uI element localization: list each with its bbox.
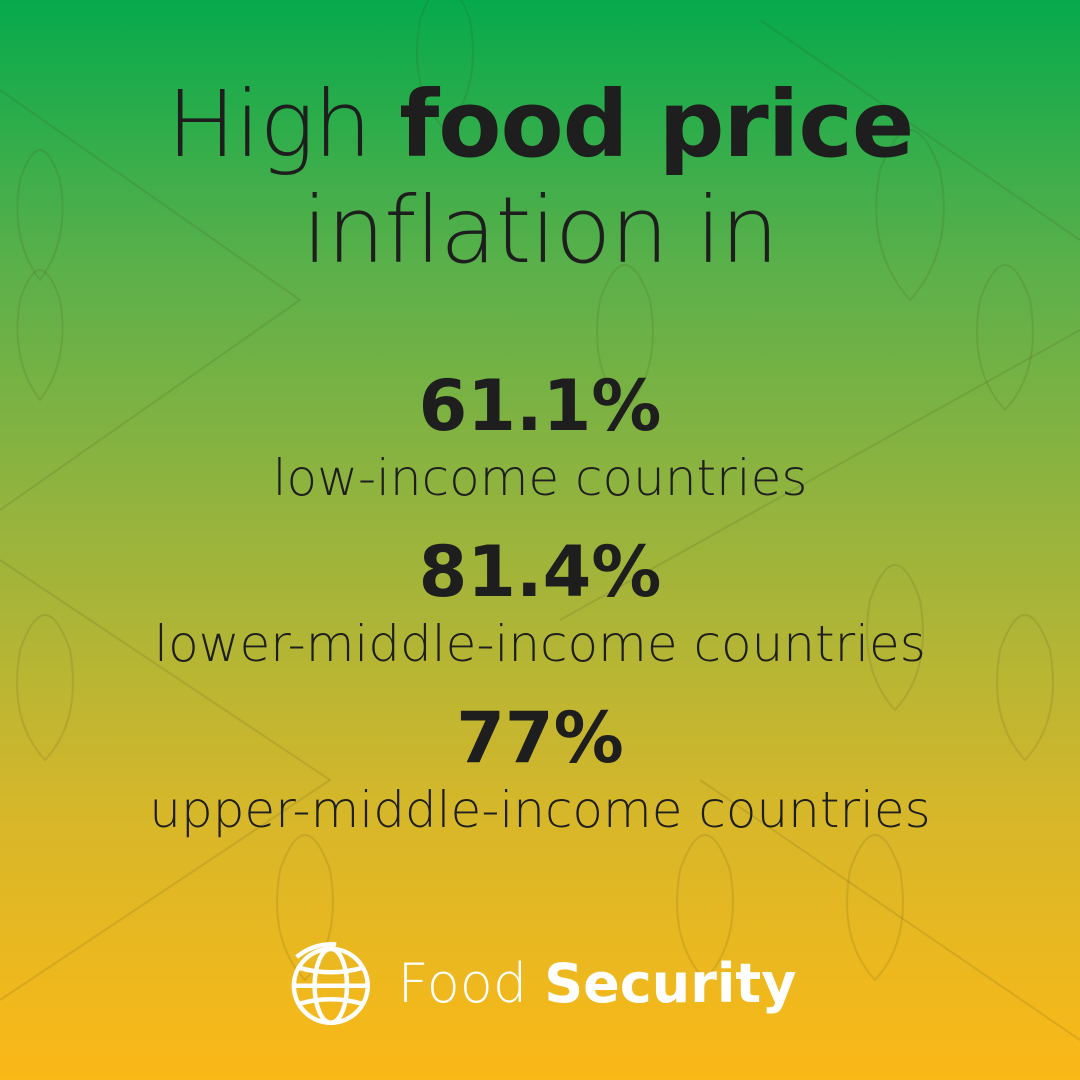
stat-label-lower-middle-income: lower-middle-income countries — [154, 615, 926, 673]
headline-prefix: High — [166, 71, 400, 178]
stat-value-low-income: 61.1% — [418, 365, 662, 447]
brand-name: Food Security — [398, 954, 797, 1014]
brand-name-bold: Security — [544, 952, 797, 1015]
stat-label-low-income: low-income countries — [272, 449, 808, 507]
headline-bold: food price — [399, 71, 914, 178]
stat-label-upper-middle-income: upper-middle-income countries — [149, 781, 931, 839]
stat-value-lower-middle-income: 81.4% — [418, 531, 662, 613]
brand-footer: Food Security — [0, 938, 1080, 1030]
globe-icon — [291, 941, 370, 1025]
headline-line-2: inflation in — [302, 177, 779, 284]
stat-value-upper-middle-income: 77% — [456, 697, 624, 779]
headline: High food price inflation in — [0, 72, 1080, 284]
brand-name-light: Food — [397, 952, 545, 1015]
headline-line-1: High food price — [0, 72, 1080, 178]
